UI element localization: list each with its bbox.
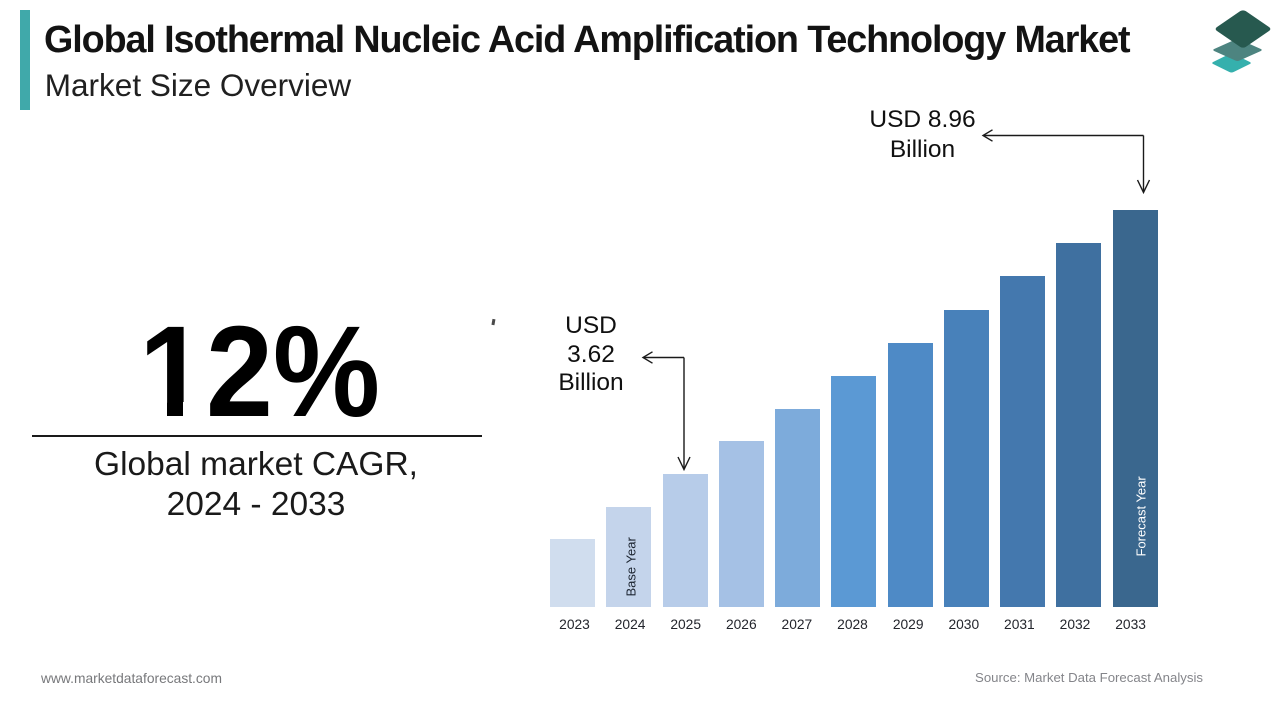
svg-text:Forecast Year: Forecast Year — [1134, 476, 1149, 557]
svg-text:Base Year: Base Year — [624, 537, 639, 597]
